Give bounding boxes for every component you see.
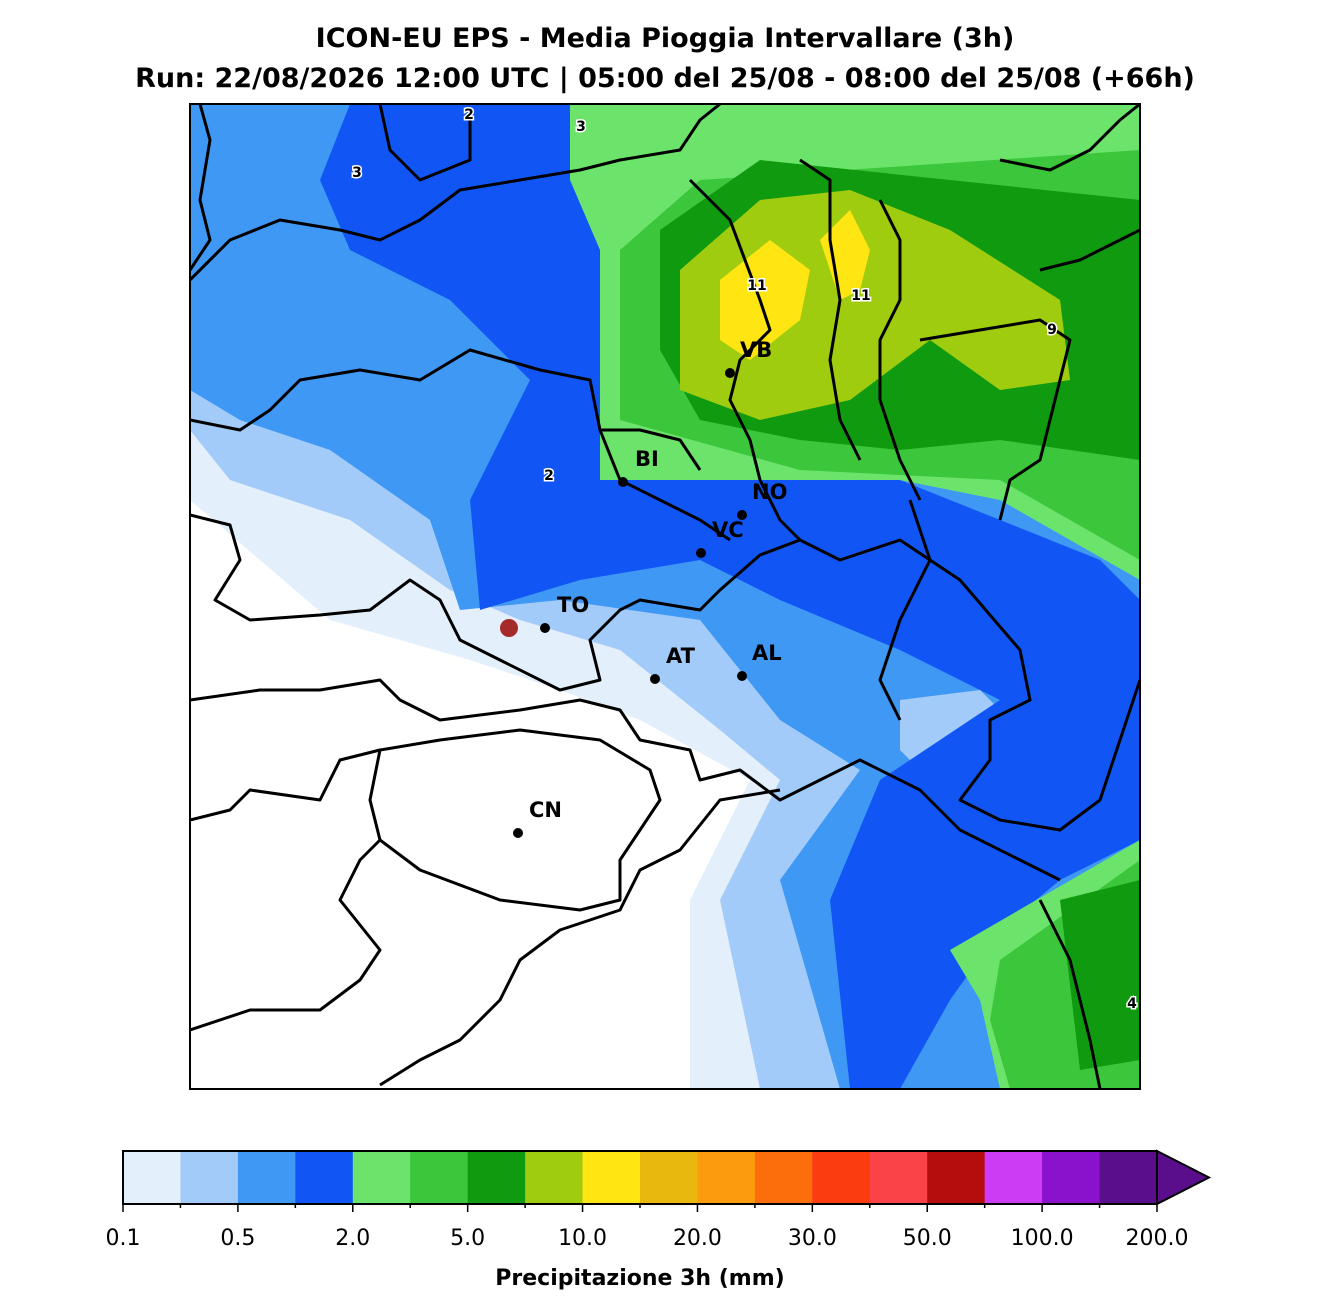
city-label: AL bbox=[752, 641, 782, 665]
subtitle-line: Run: 22/08/2026 12:00 UTC | 05:00 del 25… bbox=[135, 63, 1195, 94]
border bbox=[190, 838, 382, 1032]
cities: VB BI NO VC TO AT AL CN bbox=[513, 338, 787, 838]
map bbox=[190, 104, 1140, 1089]
border bbox=[600, 428, 702, 471]
colorbar-tick-label: 0.5 bbox=[220, 1226, 255, 1251]
contour-label: 11 bbox=[851, 288, 870, 304]
colorbar-segment bbox=[352, 1151, 411, 1204]
contour-label: 11 bbox=[747, 278, 766, 294]
colorbar-tick-label: 0.1 bbox=[106, 1226, 141, 1251]
colorbar-segment bbox=[927, 1151, 986, 1204]
border bbox=[1039, 228, 1140, 272]
colorbar-segment bbox=[180, 1151, 239, 1204]
border bbox=[190, 678, 1061, 882]
colorbar-segment bbox=[984, 1151, 1043, 1204]
city-label: VC bbox=[712, 518, 744, 542]
contour-label: 4 bbox=[1127, 996, 1137, 1012]
contour-label: 2 bbox=[544, 468, 554, 484]
colorbar-tick-label: 2.0 bbox=[335, 1226, 370, 1251]
city-dot bbox=[513, 828, 523, 838]
contour-label: 3 bbox=[352, 165, 362, 181]
border bbox=[190, 348, 731, 542]
border bbox=[190, 104, 212, 271]
contour-label: 3 bbox=[576, 119, 586, 135]
border bbox=[379, 788, 781, 1087]
border bbox=[368, 728, 662, 912]
border bbox=[688, 178, 802, 542]
border bbox=[190, 748, 381, 822]
border bbox=[878, 199, 922, 501]
colorbar-tick-label: 5.0 bbox=[450, 1226, 485, 1251]
colorbar-tick-label: 100.0 bbox=[1011, 1226, 1074, 1251]
colorbar-segment bbox=[640, 1151, 698, 1204]
city-dot bbox=[737, 510, 747, 520]
colorbar-tick-label: 20.0 bbox=[673, 1226, 722, 1251]
colorbar-segment bbox=[525, 1151, 584, 1204]
rain-area bbox=[720, 240, 810, 360]
city-dot bbox=[650, 674, 660, 684]
contour-labels: 2 3 3 11 11 9 2 4 bbox=[351, 106, 1139, 1014]
border bbox=[190, 104, 721, 282]
colorbar-segment bbox=[812, 1151, 871, 1204]
location-marker bbox=[500, 619, 518, 637]
city-label: BI bbox=[635, 447, 659, 471]
city-dot bbox=[725, 368, 735, 378]
border bbox=[999, 104, 1140, 172]
colorbar: 0.1 0.5 2.0 5.0 10.0 20.0 30.0 50.0 100.0 200.0 bbox=[106, 1149, 1212, 1251]
city-label: CN bbox=[529, 798, 562, 822]
colorbar-segment bbox=[467, 1151, 526, 1204]
colorbar-segment bbox=[697, 1151, 756, 1204]
colorbar-segment bbox=[1042, 1151, 1101, 1204]
map-frame bbox=[189, 103, 1141, 1090]
colorbar-segment bbox=[123, 1151, 181, 1204]
colorbar-segment bbox=[754, 1151, 813, 1204]
colorbar-tick-label: 200.0 bbox=[1126, 1226, 1189, 1251]
city-label: AT bbox=[666, 644, 696, 668]
rain-area bbox=[1060, 880, 1140, 1070]
title-line: ICON-EU EPS - Media Pioggia Intervallare… bbox=[316, 23, 1015, 54]
colorbar-label: Precipitazione 3h (mm) bbox=[495, 1266, 784, 1291]
rain-area bbox=[820, 210, 870, 300]
city-dot bbox=[737, 671, 747, 681]
colorbar-tick-label: 50.0 bbox=[903, 1226, 952, 1251]
colorbar-tick-label: 30.0 bbox=[788, 1226, 837, 1251]
border bbox=[878, 499, 932, 721]
colorbar-extension bbox=[1156, 1149, 1212, 1206]
city-dot bbox=[540, 623, 550, 633]
border bbox=[378, 104, 472, 182]
border bbox=[1038, 899, 1102, 1089]
colorbar-segment bbox=[582, 1151, 641, 1204]
contour-label: 2 bbox=[464, 107, 474, 123]
city-dot bbox=[618, 477, 628, 487]
city-label: NO bbox=[752, 480, 787, 504]
border bbox=[190, 513, 1140, 832]
colorbar-tick-label: 10.0 bbox=[558, 1226, 607, 1251]
border bbox=[799, 158, 862, 461]
contour-label: 9 bbox=[1047, 322, 1057, 338]
colorbar-segment bbox=[295, 1151, 354, 1204]
border bbox=[919, 318, 1072, 521]
colorbar-segment bbox=[869, 1151, 928, 1204]
city-label: TO bbox=[557, 593, 589, 617]
colorbar-segment bbox=[410, 1151, 469, 1204]
colorbar-segment bbox=[237, 1151, 296, 1204]
city-dot bbox=[696, 548, 706, 558]
city-label: VB bbox=[740, 338, 772, 362]
colorbar-segment bbox=[1099, 1151, 1158, 1204]
rain-area bbox=[320, 104, 1140, 1089]
